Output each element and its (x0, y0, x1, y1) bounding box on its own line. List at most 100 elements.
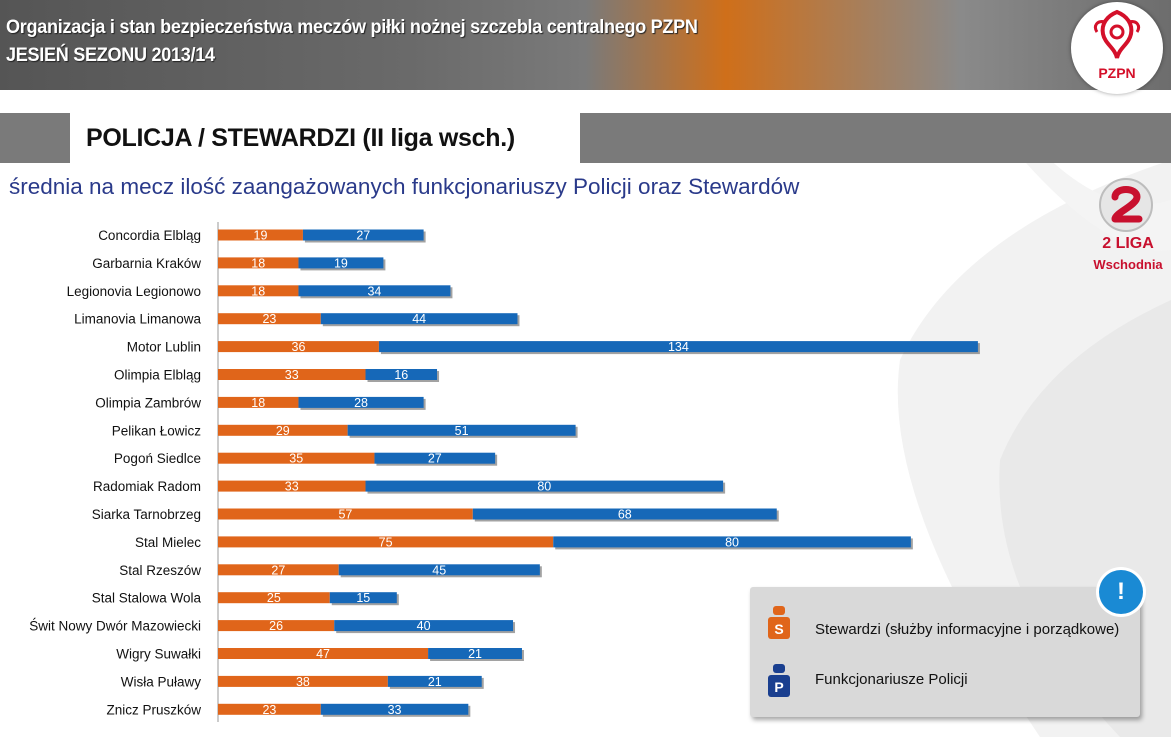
data-label-police: 45 (432, 563, 446, 577)
header-bar: Organizacja i stan bezpieczeństwa meczów… (0, 0, 1171, 90)
steward-icon: S (768, 606, 790, 639)
data-label-police: 80 (725, 535, 739, 549)
category-label: Znicz Pruszków (106, 702, 201, 717)
data-label-stewards: 33 (285, 480, 299, 494)
bar-stewards (218, 257, 299, 269)
eagle-icon (1093, 9, 1141, 59)
legend-item-stewards: Stewardzi (służby informacyjne i porządk… (815, 621, 1120, 638)
category-label: Świt Nowy Dwór Mazowiecki (29, 619, 201, 634)
bar-police (302, 229, 424, 241)
data-label-stewards: 57 (338, 508, 352, 522)
data-label-police: 27 (356, 229, 370, 243)
data-label-stewards: 18 (251, 284, 265, 298)
data-label-stewards: 19 (254, 229, 268, 243)
bar-stewards (218, 703, 321, 715)
category-label: Radomiak Radom (93, 479, 201, 494)
data-label-police: 51 (455, 424, 469, 438)
stacked-bar-chart: Concordia Elbląg 19 27 Garbarnia Kraków 18 19… (29, 222, 980, 722)
data-label-stewards: 23 (262, 312, 276, 326)
bar-stewards (218, 229, 303, 241)
pzpn-logo-label: PZPN (1098, 65, 1136, 81)
section-band-right (580, 113, 1171, 163)
bar-police (428, 648, 522, 659)
category-label: Wigry Suwałki (116, 647, 201, 662)
category-label: Pogoń Siedlce (114, 451, 201, 466)
section-title-box (70, 113, 580, 163)
bar-stewards (218, 564, 339, 576)
bar-stewards (218, 480, 366, 492)
category-label: Concordia Elbląg (98, 228, 201, 243)
bar-police (338, 564, 540, 576)
league-logo-subtitle: Wschodnia (1093, 257, 1163, 272)
data-label-stewards: 35 (289, 452, 303, 466)
bar-police (298, 285, 451, 297)
bar-stewards (218, 536, 554, 548)
bar-police (329, 592, 397, 604)
data-label-stewards: 25 (267, 591, 281, 605)
section-title: POLICJA / STEWARDZI (II liga wsch.) (86, 124, 515, 152)
category-label: Stal Stalowa Wola (92, 591, 202, 606)
data-label-stewards: 75 (379, 535, 393, 549)
data-label-police: 80 (537, 480, 551, 494)
police-icon-letter: P (774, 679, 783, 695)
bar-police (553, 536, 911, 548)
bar-police (374, 452, 496, 464)
section-band-left (0, 113, 70, 163)
bar-stewards (218, 396, 299, 408)
info-icon: ! (1099, 570, 1143, 614)
bar-police (334, 620, 514, 632)
bar-stewards (218, 508, 473, 520)
category-label: Stal Mielec (135, 535, 201, 550)
bar-stewards (218, 369, 366, 380)
bar-stewards (218, 675, 388, 687)
bar-police (298, 257, 384, 269)
data-label-stewards: 18 (251, 256, 265, 270)
data-label-stewards: 33 (285, 368, 299, 382)
data-label-stewards: 29 (276, 424, 290, 438)
bar-police (347, 424, 576, 436)
category-label: Garbarnia Kraków (92, 256, 201, 271)
data-label-police: 34 (367, 284, 381, 298)
bar-police (320, 313, 518, 325)
category-label: Limanovia Limanowa (74, 312, 201, 327)
data-label-stewards: 36 (292, 340, 306, 354)
category-label: Olimpia Zambrów (95, 395, 201, 410)
legend-item-police: Funkcjonariusze Policji (815, 671, 968, 688)
data-label-police: 44 (412, 312, 426, 326)
bar-stewards (218, 285, 299, 297)
data-label-stewards: 18 (251, 396, 265, 410)
bar-police (365, 480, 724, 492)
bar-police (320, 703, 469, 715)
data-label-police: 28 (354, 396, 368, 410)
data-label-police: 33 (388, 703, 402, 717)
bar-stewards (218, 424, 348, 436)
bar-police (472, 508, 777, 520)
data-label-police: 21 (428, 675, 442, 689)
bar-police (387, 675, 482, 687)
bar-stewards (218, 341, 379, 353)
category-label: Pelikan Łowicz (112, 423, 202, 438)
data-label-stewards: 26 (269, 619, 283, 633)
category-label: Olimpia Elbląg (114, 368, 201, 383)
league-logo-title: 2 LIGA (1102, 235, 1154, 252)
data-label-stewards: 27 (271, 563, 285, 577)
bar-stewards (218, 452, 375, 464)
category-label: Legionovia Legionowo (67, 284, 201, 299)
data-label-police: 16 (394, 368, 408, 382)
category-label: Wisła Puławy (121, 674, 202, 689)
pzpn-logo: PZPN (1071, 2, 1163, 94)
category-label: Siarka Tarnobrzeg (92, 507, 201, 522)
chart-subtitle: średnia na mecz ilość zaangażowanych fun… (9, 174, 800, 199)
bar-police (298, 396, 424, 408)
steward-icon-letter: S (774, 621, 783, 637)
bar-stewards (218, 592, 330, 604)
data-label-police: 68 (618, 508, 632, 522)
league-logo: 2 LIGA Wschodnia (1085, 175, 1171, 275)
legend (750, 587, 1140, 717)
category-label: Motor Lublin (127, 340, 201, 355)
category-label: Stal Rzeszów (119, 563, 201, 578)
bar-police (365, 369, 438, 380)
data-label-police: 40 (417, 619, 431, 633)
data-label-police: 15 (356, 591, 370, 605)
data-label-police: 27 (428, 452, 442, 466)
